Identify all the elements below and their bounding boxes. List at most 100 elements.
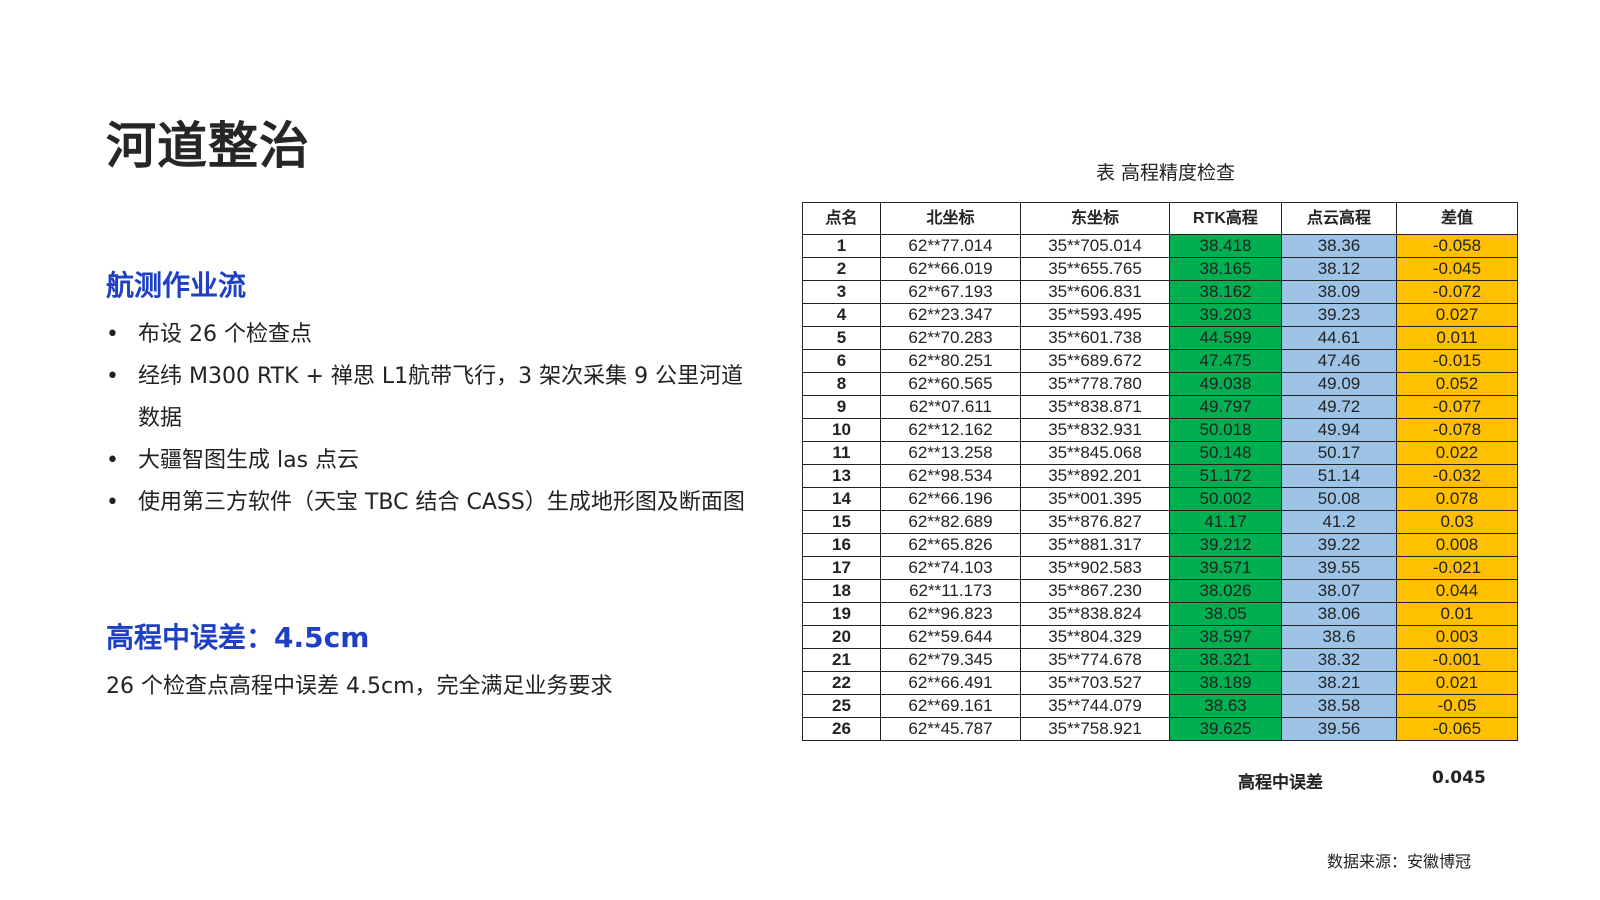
cell-rtk: 38.321 xyxy=(1169,648,1282,672)
cell-rtk: 41.17 xyxy=(1169,510,1282,534)
cell-cloud: 51.14 xyxy=(1281,464,1397,488)
cell-east: 35**881.317 xyxy=(1020,533,1170,557)
table-row: 9 62**07.611 35**838.871 49.797 49.72 -0.077 xyxy=(802,395,1518,419)
cell-point: 10 xyxy=(802,418,881,442)
cell-point: 15 xyxy=(802,510,881,534)
cell-point: 18 xyxy=(802,579,881,603)
data-source: 数据来源：安徽博冠 xyxy=(1327,852,1472,871)
cell-point: 21 xyxy=(802,648,881,672)
summary-label: 高程中误差 xyxy=(1238,773,1323,793)
cell-rtk: 50.148 xyxy=(1169,441,1282,465)
cell-point: 2 xyxy=(802,257,881,281)
cell-north: 62**23.347 xyxy=(880,303,1021,327)
cell-north: 62**66.196 xyxy=(880,487,1021,511)
cell-diff: 0.022 xyxy=(1396,441,1518,465)
cell-cloud: 38.12 xyxy=(1281,257,1397,281)
table-row: 14 62**66.196 35**001.395 50.002 50.08 0.078 xyxy=(802,487,1518,511)
cell-point: 8 xyxy=(802,372,881,396)
cell-east: 35**838.824 xyxy=(1020,602,1170,626)
cell-point: 16 xyxy=(802,533,881,557)
table-row: 18 62**11.173 35**867.230 38.026 38.07 0.044 xyxy=(802,579,1518,603)
cell-east: 35**778.780 xyxy=(1020,372,1170,396)
cell-diff: 0.052 xyxy=(1396,372,1518,396)
summary-value: 0.045 xyxy=(1432,768,1486,788)
cell-cloud: 38.36 xyxy=(1281,234,1397,258)
page-title: 河道整治 xyxy=(106,117,310,175)
cell-east: 35**845.068 xyxy=(1020,441,1170,465)
cell-cloud: 50.17 xyxy=(1281,441,1397,465)
table-row: 11 62**13.258 35**845.068 50.148 50.17 0.022 xyxy=(802,441,1518,465)
cell-rtk: 38.162 xyxy=(1169,280,1282,304)
table-row: 26 62**45.787 35**758.921 39.625 39.56 -0.065 xyxy=(802,717,1518,741)
list-item: 大疆智图生成 las 点云 xyxy=(106,440,746,482)
cell-north: 62**45.787 xyxy=(880,717,1021,741)
cell-north: 62**82.689 xyxy=(880,510,1021,534)
cell-rtk: 38.05 xyxy=(1169,602,1282,626)
accuracy-text: 26 个检查点高程中误差 4.5cm，完全满足业务要求 xyxy=(106,674,613,699)
cell-diff: 0.03 xyxy=(1396,510,1518,534)
header-north: 北坐标 xyxy=(880,202,1021,235)
cell-east: 35**876.827 xyxy=(1020,510,1170,534)
table-row: 1 62**77.014 35**705.014 38.418 38.36 -0.058 xyxy=(802,234,1518,258)
cell-east: 35**655.765 xyxy=(1020,257,1170,281)
cell-east: 35**804.329 xyxy=(1020,625,1170,649)
header-cloud: 点云高程 xyxy=(1281,202,1397,235)
cell-rtk: 38.026 xyxy=(1169,579,1282,603)
cell-east: 35**601.738 xyxy=(1020,326,1170,350)
cell-point: 3 xyxy=(802,280,881,304)
cell-diff: -0.077 xyxy=(1396,395,1518,419)
cell-diff: -0.065 xyxy=(1396,717,1518,741)
cell-diff: 0.044 xyxy=(1396,579,1518,603)
cell-point: 1 xyxy=(802,234,881,258)
header-rtk: RTK高程 xyxy=(1169,202,1282,235)
cell-point: 22 xyxy=(802,671,881,695)
cell-cloud: 38.09 xyxy=(1281,280,1397,304)
cell-east: 35**703.527 xyxy=(1020,671,1170,695)
cell-east: 35**838.871 xyxy=(1020,395,1170,419)
cell-diff: -0.078 xyxy=(1396,418,1518,442)
cell-north: 62**98.534 xyxy=(880,464,1021,488)
cell-diff: -0.072 xyxy=(1396,280,1518,304)
cell-east: 35**689.672 xyxy=(1020,349,1170,373)
cell-diff: 0.027 xyxy=(1396,303,1518,327)
cell-east: 35**892.201 xyxy=(1020,464,1170,488)
cell-diff: -0.001 xyxy=(1396,648,1518,672)
cell-rtk: 51.172 xyxy=(1169,464,1282,488)
list-item: 布设 26 个检查点 xyxy=(106,314,746,356)
header-point: 点名 xyxy=(802,202,881,235)
cell-point: 26 xyxy=(802,717,881,741)
cell-point: 5 xyxy=(802,326,881,350)
table-row: 25 62**69.161 35**744.079 38.63 38.58 -0.05 xyxy=(802,694,1518,718)
cell-east: 35**832.931 xyxy=(1020,418,1170,442)
cell-diff: 0.01 xyxy=(1396,602,1518,626)
cell-north: 62**74.103 xyxy=(880,556,1021,580)
cell-north: 62**59.644 xyxy=(880,625,1021,649)
cell-rtk: 50.002 xyxy=(1169,487,1282,511)
cell-cloud: 49.09 xyxy=(1281,372,1397,396)
table-row: 3 62**67.193 35**606.831 38.162 38.09 -0.072 xyxy=(802,280,1518,304)
cell-cloud: 39.55 xyxy=(1281,556,1397,580)
cell-rtk: 50.018 xyxy=(1169,418,1282,442)
cell-rtk: 49.038 xyxy=(1169,372,1282,396)
cell-rtk: 38.165 xyxy=(1169,257,1282,281)
cell-north: 62**79.345 xyxy=(880,648,1021,672)
cell-rtk: 39.203 xyxy=(1169,303,1282,327)
cell-east: 35**593.495 xyxy=(1020,303,1170,327)
table-row: 6 62**80.251 35**689.672 47.475 47.46 -0.015 xyxy=(802,349,1518,373)
table-row: 8 62**60.565 35**778.780 49.038 49.09 0.052 xyxy=(802,372,1518,396)
workflow-heading: 航测作业流 xyxy=(106,269,247,302)
cell-point: 19 xyxy=(802,602,881,626)
cell-diff: -0.015 xyxy=(1396,349,1518,373)
cell-point: 9 xyxy=(802,395,881,419)
cell-cloud: 38.21 xyxy=(1281,671,1397,695)
list-item: 使用第三方软件（天宝 TBC 结合 CASS）生成地形图及断面图 xyxy=(106,482,746,524)
cell-north: 62**69.161 xyxy=(880,694,1021,718)
table-row: 22 62**66.491 35**703.527 38.189 38.21 0.021 xyxy=(802,671,1518,695)
cell-diff: -0.05 xyxy=(1396,694,1518,718)
cell-north: 62**13.258 xyxy=(880,441,1021,465)
cell-east: 35**606.831 xyxy=(1020,280,1170,304)
elevation-table: 点名 北坐标 东坐标 RTK高程 点云高程 差值 1 62**77.014 35**… xyxy=(802,202,1518,741)
cell-cloud: 47.46 xyxy=(1281,349,1397,373)
cell-north: 62**60.565 xyxy=(880,372,1021,396)
cell-diff: 0.021 xyxy=(1396,671,1518,695)
